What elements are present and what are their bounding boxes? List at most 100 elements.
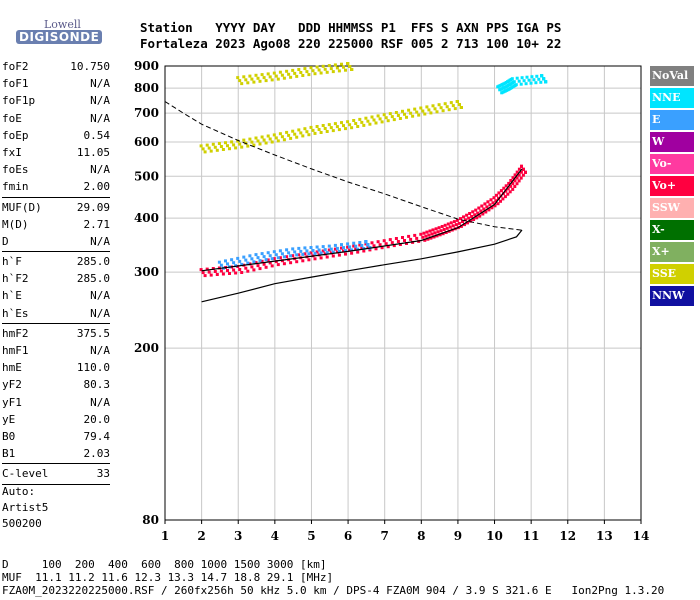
echo-mark: [471, 210, 475, 214]
echo-mark: [313, 72, 317, 76]
param-value: 33: [96, 467, 110, 481]
echo-mark: [289, 254, 293, 258]
echo-mark: [297, 253, 301, 257]
param-separator: [2, 463, 110, 465]
param-key: foF1: [2, 77, 29, 91]
echo-mark: [508, 190, 512, 194]
echo-mark: [342, 249, 345, 253]
footer: D 100 200 400 600 800 1000 1500 3000 [km…: [2, 558, 664, 597]
echo-mark: [293, 71, 297, 75]
echo-mark: [262, 262, 266, 266]
echo-mark: [335, 125, 339, 129]
echo-mark: [256, 264, 260, 268]
echo-mark: [519, 176, 523, 180]
echo-mark: [250, 77, 254, 81]
echo-mark: [396, 114, 400, 117]
echo-mark: [376, 114, 380, 118]
echo-mark: [419, 232, 423, 236]
echo-mark: [360, 244, 364, 247]
echo-mark: [333, 122, 337, 126]
echo-mark: [321, 64, 325, 68]
echo-mark: [240, 82, 244, 86]
echo-mark: [482, 207, 486, 211]
echo-mark: [356, 250, 360, 254]
echo-mark: [435, 234, 439, 238]
echo-mark: [329, 251, 333, 255]
echo-mark: [270, 264, 274, 268]
x-tick-label: 5: [307, 529, 315, 543]
param-key: B0: [2, 429, 16, 443]
param-row: yE 20.0: [2, 411, 110, 428]
echo-mark: [485, 205, 489, 209]
echo-mark: [376, 240, 380, 244]
echo-mark: [520, 76, 524, 80]
echo-mark: [535, 74, 539, 78]
echo-mark: [236, 256, 240, 260]
echo-mark: [319, 71, 323, 75]
echo-mark: [303, 127, 307, 131]
echo-mark: [321, 249, 325, 253]
x-tick-label: 14: [633, 529, 650, 543]
echo-mark: [219, 145, 223, 148]
echo-mark: [476, 211, 480, 215]
echo-mark: [274, 260, 278, 264]
echo-mark: [215, 148, 219, 152]
echo-mark: [217, 142, 221, 145]
echo-mark: [203, 274, 207, 278]
echo-mark: [352, 244, 356, 248]
echo-mark: [423, 238, 427, 242]
echo-mark: [234, 146, 238, 150]
echo-mark: [489, 198, 493, 202]
echo-mark: [211, 142, 215, 146]
echo-mark: [317, 248, 321, 252]
echo-mark: [305, 70, 309, 74]
echo-mark: [511, 176, 515, 180]
echo-mark: [228, 272, 231, 275]
echo-mark: [479, 209, 483, 213]
echo-mark: [380, 120, 384, 124]
echo-mark: [244, 78, 248, 82]
echo-mark: [228, 147, 231, 151]
echo-mark: [431, 104, 435, 108]
echo-mark: [337, 249, 341, 253]
echo-mark: [539, 80, 543, 84]
param-value: N/A: [90, 111, 110, 125]
echo-mark: [213, 145, 217, 149]
echo-mark: [506, 187, 510, 191]
echo-mark: [455, 218, 459, 222]
echo-mark: [219, 263, 223, 267]
echo-mark: [272, 133, 276, 137]
echo-mark: [270, 78, 274, 82]
param-row: h`E N/A: [2, 287, 110, 304]
param-key: hmF2: [2, 326, 29, 340]
echo-mark: [246, 261, 250, 265]
param-row: foEp 0.54: [2, 127, 110, 144]
echo-mark: [517, 179, 521, 183]
echo-mark: [522, 79, 526, 83]
echo-mark: [421, 235, 425, 239]
echo-mark: [372, 118, 376, 122]
param-value: 2.71: [83, 217, 111, 231]
echo-mark: [340, 121, 343, 125]
echo-mark: [291, 129, 295, 133]
trace-fit-curve: [201, 168, 523, 272]
legend-item-ssw: SSW: [650, 198, 694, 218]
y-tick-label: 600: [134, 135, 159, 149]
echo-mark: [499, 199, 502, 203]
echo-mark: [364, 116, 368, 120]
echo-mark: [307, 258, 311, 262]
echo-mark: [409, 111, 413, 115]
echo-mark: [258, 79, 262, 83]
echo-mark: [342, 65, 345, 69]
echo-mark: [413, 233, 417, 237]
echo-mark: [303, 67, 307, 71]
echo-mark: [260, 252, 264, 256]
echo-mark: [335, 246, 339, 250]
echo-mark: [282, 255, 286, 259]
echo-mark: [378, 117, 382, 121]
echo-mark: [293, 132, 297, 136]
auto-code: 500200: [2, 517, 42, 530]
echo-mark: [490, 206, 494, 210]
echo-mark: [262, 138, 266, 142]
